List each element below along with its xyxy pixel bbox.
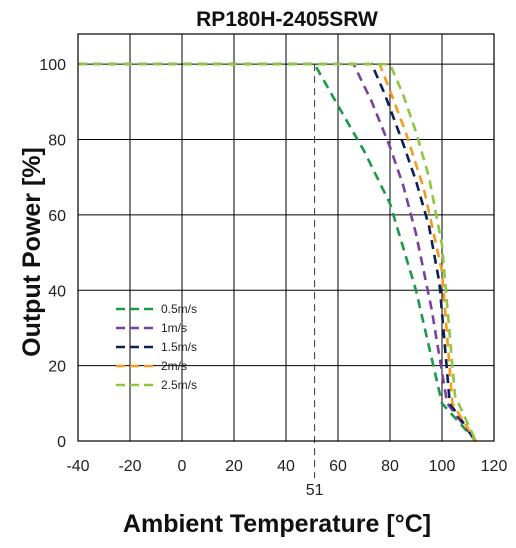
series-line-1ms xyxy=(78,62,477,442)
legend-label: 0.5m/s xyxy=(161,302,197,316)
legend-label: 2.5m/s xyxy=(161,378,197,392)
y-tick-label: 60 xyxy=(48,208,66,225)
series-line-15ms xyxy=(78,62,477,442)
x-tick-label: 120 xyxy=(481,458,508,475)
legend-label: 2m/s xyxy=(161,359,187,373)
x-tick-label: 20 xyxy=(225,458,243,475)
x-tick-label: -40 xyxy=(66,458,89,475)
y-tick-label: 80 xyxy=(48,133,66,150)
x-tick-label: 60 xyxy=(329,458,347,475)
plot-frame xyxy=(77,33,495,442)
marker-label: 51 xyxy=(306,482,324,499)
y-tick-label: 20 xyxy=(48,359,66,376)
x-tick-label: 40 xyxy=(277,458,295,475)
y-tick-label: 0 xyxy=(57,434,66,451)
y-tick-label: 100 xyxy=(39,57,66,74)
series-line-05ms xyxy=(78,62,477,442)
legend: 0.5m/s 1m/s 1.5m/s 2m/s 2.5m/s xyxy=(116,302,197,392)
x-axis-label: Ambient Temperature [°C] xyxy=(123,510,431,538)
series-line-2ms xyxy=(78,62,477,442)
series-line-25ms xyxy=(78,62,477,442)
x-tick-label: 100 xyxy=(429,458,456,475)
legend-label: 1.5m/s xyxy=(161,340,197,354)
x-tick-label: 0 xyxy=(178,458,187,475)
x-tick-label: -20 xyxy=(118,458,141,475)
y-axis-label: Output Power [%] xyxy=(18,147,46,357)
tick-labels: -40 -20 0 20 40 60 80 100 120 0 20 40 60 80 100 51 xyxy=(39,57,507,499)
series-group xyxy=(78,62,477,442)
chart-title: RP180H-2405SRW xyxy=(196,8,378,31)
x-tick-label: 80 xyxy=(381,458,399,475)
y-tick-label: 40 xyxy=(48,283,66,300)
legend-label: 1m/s xyxy=(161,321,187,335)
grid xyxy=(78,34,494,441)
